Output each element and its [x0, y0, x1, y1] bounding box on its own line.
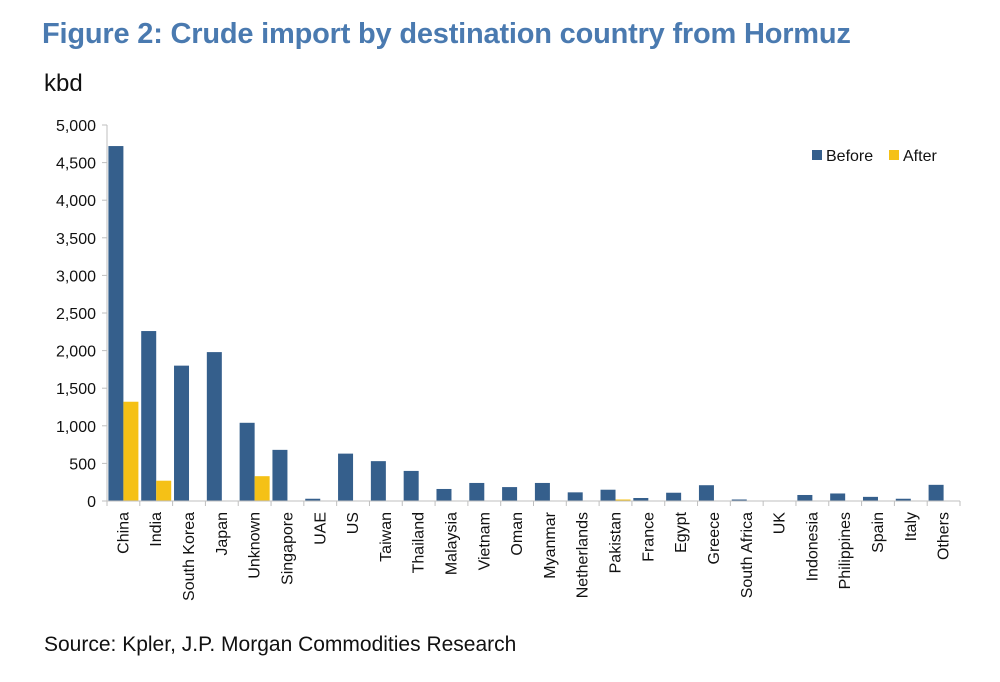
bar-after-india: [156, 480, 172, 501]
x-category-label: Others: [936, 512, 953, 560]
x-category-label: Singapore: [279, 512, 296, 585]
bar-before-singapore: [272, 449, 288, 501]
bar-before-philippines: [830, 493, 846, 501]
bar-before-unknown: [239, 422, 255, 501]
x-category-label: Pakistan: [608, 512, 625, 573]
x-category-label: Japan: [214, 512, 231, 556]
bar-after-unknown: [254, 476, 270, 501]
bar-before-thailand: [403, 470, 419, 501]
bar-before-taiwan: [370, 461, 386, 501]
bar-before-malaysia: [436, 488, 452, 501]
bar-before-netherlands: [567, 492, 583, 501]
y-tick-label: 4,500: [56, 156, 96, 173]
bar-before-others: [928, 484, 944, 501]
x-category-label: Egypt: [673, 511, 690, 552]
bar-before-south-africa: [731, 499, 747, 501]
chart-title: Figure 2: Crude import by destination co…: [42, 18, 851, 50]
legend: Before After: [812, 148, 937, 165]
x-category-label: Vietnam: [476, 512, 493, 570]
x-category-label: China: [115, 512, 132, 554]
bar-before-south-korea: [174, 365, 190, 501]
bar-before-indonesia: [797, 494, 813, 501]
y-tick-label: 1,000: [56, 419, 96, 436]
x-category-label: UAE: [312, 512, 329, 545]
y-tick-label: 2,500: [56, 306, 96, 323]
x-category-label: South Korea: [181, 512, 198, 601]
bars: [108, 146, 944, 501]
x-category-label: Spain: [870, 512, 887, 553]
legend-swatch-after: [889, 150, 899, 160]
legend-label-after: After: [903, 148, 937, 165]
bar-before-india: [141, 331, 157, 501]
bar-chart: 0 500 1,000 1,500 2,000 2,500 3,000 3,500 4,000 4…: [56, 118, 961, 601]
x-category-label: Unknown: [247, 512, 264, 579]
y-tick-label: 3,000: [56, 268, 96, 285]
x-category-label: Myanmar: [542, 511, 559, 578]
x-category-label: Italy: [903, 512, 920, 541]
x-category-label: Greece: [706, 512, 723, 565]
bar-before-oman: [502, 487, 518, 501]
bar-before-us: [338, 453, 354, 501]
x-category-label: India: [148, 512, 165, 547]
y-tick-label: 0: [87, 494, 96, 511]
bar-before-china: [108, 146, 124, 501]
x-category-label: Malaysia: [443, 512, 460, 575]
y-tick-label: 3,500: [56, 231, 96, 248]
bar-after-pakistan: [615, 499, 631, 501]
bar-before-pakistan: [600, 489, 616, 501]
x-category-label: UK: [772, 512, 789, 535]
bar-after-china: [123, 401, 139, 501]
bar-before-japan: [206, 352, 222, 501]
x-category-label: Indonesia: [804, 512, 821, 581]
bar-before-vietnam: [469, 482, 485, 501]
bar-before-myanmar: [534, 482, 550, 501]
source-note: Source: Kpler, J.P. Morgan Commodities R…: [44, 633, 517, 656]
y-tick-label: 5,000: [56, 118, 96, 135]
x-category-label: Thailand: [411, 512, 428, 573]
x-category-label: Netherlands: [575, 512, 592, 598]
y-axis-unit-label: kbd: [44, 70, 83, 97]
bar-before-italy: [895, 498, 911, 501]
y-tick-label: 2,000: [56, 344, 96, 361]
y-tick-label: 4,000: [56, 193, 96, 210]
bar-before-france: [633, 497, 649, 501]
bar-before-egypt: [666, 492, 682, 501]
bar-before-uae: [305, 498, 321, 501]
x-category-label: Oman: [509, 512, 526, 556]
x-axis: China India South Korea Japan Unknown Singapo…: [106, 500, 961, 601]
x-category-label: South Africa: [739, 512, 756, 598]
y-tick-label: 500: [69, 456, 96, 473]
y-tick-label: 1,500: [56, 381, 96, 398]
bar-before-greece: [698, 485, 714, 501]
bar-before-spain: [862, 496, 878, 501]
x-category-label: Taiwan: [378, 512, 395, 562]
x-category-label: US: [345, 512, 362, 534]
x-category-label: Philippines: [837, 512, 854, 589]
legend-label-before: Before: [826, 148, 873, 165]
x-category-label: France: [640, 512, 657, 562]
y-axis: 0 500 1,000 1,500 2,000 2,500 3,000 3,500 4,000 4…: [56, 118, 108, 511]
legend-swatch-before: [812, 150, 822, 160]
